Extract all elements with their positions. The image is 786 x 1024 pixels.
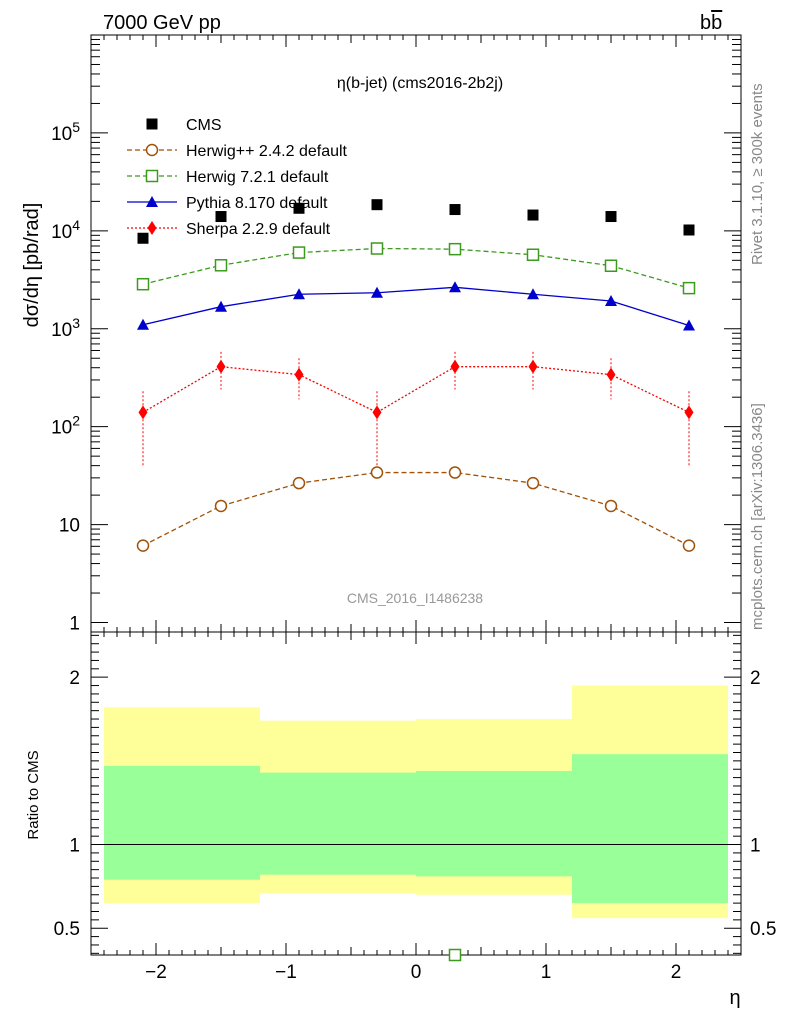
legend-marker	[147, 221, 157, 235]
ratio-y-axis-label: Ratio to CMS	[25, 750, 42, 839]
y-tick-label: 102	[51, 413, 80, 439]
series-line	[142, 366, 690, 414]
data-point	[448, 242, 462, 256]
y-tick-label: 104	[51, 217, 80, 243]
data-point	[370, 242, 384, 255]
data-point	[526, 476, 540, 490]
data-point	[137, 318, 149, 330]
data-point	[449, 281, 461, 293]
x-axis-label: η	[729, 987, 740, 1009]
data-point	[370, 466, 384, 479]
legend-marker	[145, 169, 159, 183]
data-point	[682, 281, 696, 295]
legend-entry: Herwig 7.2.1 default	[127, 169, 329, 186]
legend-label: Sherpa 2.2.9 default	[186, 221, 331, 238]
series-herwig-2-4-2-default	[136, 466, 696, 552]
ratio-band-green	[572, 754, 728, 904]
data-point	[684, 405, 694, 420]
data-point	[371, 286, 383, 298]
ratio-y-tick-label: 1	[69, 836, 80, 857]
data-point	[293, 288, 305, 300]
process-label-bar: b	[711, 12, 722, 34]
ratio-y-tick-label: 2	[69, 668, 80, 689]
data-point	[604, 259, 618, 272]
x-tick-label: 1	[541, 962, 552, 983]
legend-entry: CMS	[146, 117, 222, 134]
main-plot-panel: 1 10 102 103 104 105	[51, 34, 742, 635]
main-y-axis-label: dσ/dη [pb/rad]	[21, 203, 43, 328]
data-point	[682, 539, 696, 552]
legend-label: Herwig++ 2.4.2 default	[186, 143, 348, 160]
watermark-label: CMS_2016_I1486238	[347, 590, 483, 606]
series-herwig-7-2-1-default	[136, 242, 696, 295]
x-tick-label: −2	[145, 962, 167, 983]
legend-label: CMS	[186, 117, 222, 134]
series-line	[142, 286, 690, 327]
data-point	[137, 232, 149, 244]
ratio-band-green	[416, 770, 572, 877]
x-tick-label: 0	[411, 962, 422, 983]
legend-marker	[145, 143, 159, 157]
data-point	[526, 248, 540, 261]
plot-title: η(b-jet) (cms2016-2b2j)	[337, 75, 503, 92]
ratio-y-tick-label-right: 2	[750, 668, 761, 689]
legend-entry: Pythia 8.170 default	[127, 195, 328, 212]
data-point	[448, 466, 462, 479]
data-point	[527, 209, 539, 221]
data-point	[683, 319, 695, 331]
y-tick-label: 103	[51, 315, 80, 341]
ratio-y-tick-label-right: 0.5	[750, 919, 776, 940]
mcplots-label: mcplots.cern.ch [arXiv:1306.3436]	[749, 403, 766, 630]
y-tick-label: 105	[51, 119, 80, 145]
data-point	[450, 359, 460, 374]
data-point	[528, 359, 538, 374]
legend-entry: Sherpa 2.2.9 default	[127, 221, 331, 238]
data-point	[214, 499, 228, 513]
ratio-plot-panel: −2 −1 0 1 2 0.5 0.5 1 1 2 2	[54, 620, 776, 983]
data-point	[136, 277, 150, 291]
data-point	[216, 359, 226, 374]
data-point	[449, 204, 461, 216]
rivet-version-label: Rivet 3.1.10, ≥ 300k events	[749, 83, 766, 265]
ratio-y-tick-label: 0.5	[54, 919, 80, 940]
legend: CMS Herwig++ 2.4.2 default Herwig 7.2.1 de…	[127, 117, 348, 238]
data-point	[605, 295, 617, 307]
series-cms	[137, 199, 695, 244]
legend-label: Pythia 8.170 default	[186, 195, 328, 212]
data-point	[294, 367, 304, 382]
data-point	[606, 367, 616, 382]
y-tick-label: 1	[69, 614, 80, 635]
data-point	[527, 288, 539, 300]
collision-label: 7000 GeV pp	[103, 12, 221, 34]
ratio-band-green	[104, 765, 260, 880]
x-tick-label: −1	[275, 962, 297, 983]
data-point	[215, 211, 227, 223]
series-pythia-8-170-default	[137, 281, 695, 331]
data-point	[215, 300, 227, 312]
x-tick-label: 2	[671, 962, 682, 983]
data-point	[605, 211, 617, 223]
legend-entry: Herwig++ 2.4.2 default	[127, 143, 348, 160]
data-point	[604, 499, 618, 513]
ratio-y-tick-label-right: 1	[750, 836, 761, 857]
data-point	[214, 259, 228, 272]
data-point	[293, 202, 305, 214]
series-sherpa-2-2-9-default	[138, 351, 694, 466]
data-point	[136, 539, 150, 552]
process-label: bb	[700, 12, 722, 34]
series-line	[142, 247, 690, 289]
legend-marker	[146, 118, 158, 130]
legend-marker	[146, 196, 158, 207]
y-tick-label: 10	[59, 516, 80, 537]
data-point	[683, 224, 695, 236]
legend-label: Herwig 7.2.1 default	[186, 169, 329, 186]
ratio-band-green	[260, 772, 416, 875]
data-point	[292, 246, 306, 259]
data-point	[292, 476, 306, 490]
ratio-offscale-point	[448, 948, 462, 962]
data-point	[371, 199, 383, 211]
data-point	[372, 405, 382, 420]
data-point	[138, 405, 148, 420]
